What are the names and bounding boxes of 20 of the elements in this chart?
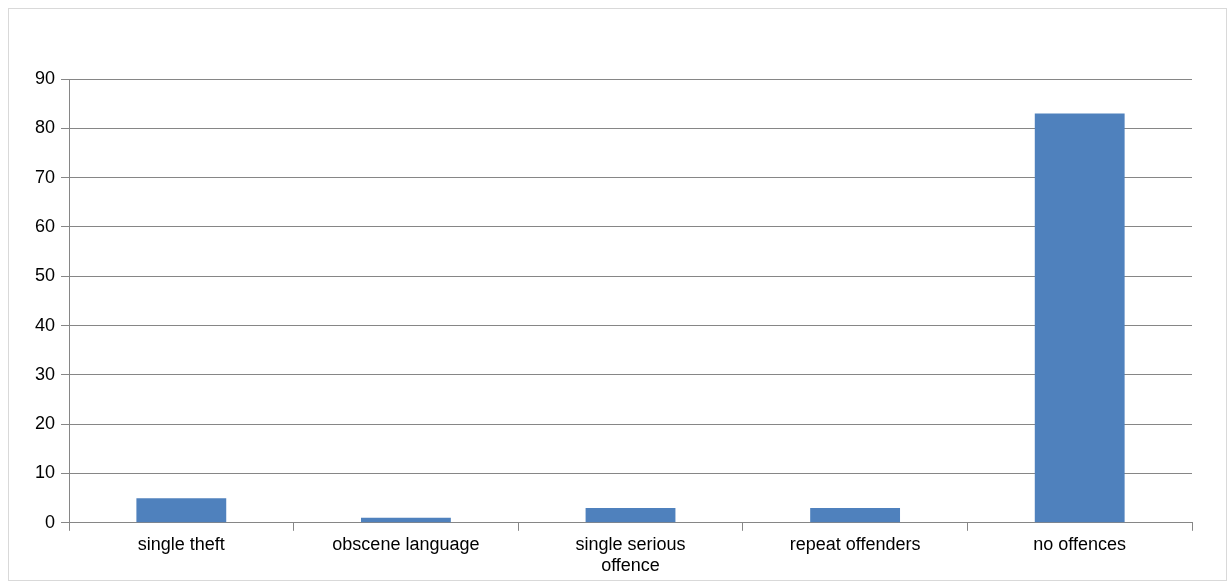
y-tick-label: 10 xyxy=(34,462,56,483)
y-tick-label: 80 xyxy=(34,117,56,138)
x-tick-label: obscene language xyxy=(332,533,480,554)
bar xyxy=(585,508,676,523)
y-tick-label: 60 xyxy=(34,215,56,236)
bar xyxy=(810,508,901,523)
x-tick-label: repeat offenders xyxy=(789,533,921,554)
y-tick-label: 90 xyxy=(34,67,56,88)
bar xyxy=(361,517,451,523)
x-tick-label: no offences xyxy=(1033,533,1127,554)
y-tick-label: 70 xyxy=(34,166,56,187)
x-tick-label: single serious offence xyxy=(575,533,686,576)
bar xyxy=(1034,113,1125,523)
x-tick-label: single theft xyxy=(137,533,225,554)
y-tick-label: 0 xyxy=(45,511,56,532)
y-tick-label: 20 xyxy=(34,413,56,434)
y-tick-label: 50 xyxy=(34,265,56,286)
y-tick-label: 30 xyxy=(34,363,56,384)
y-tick-label: 40 xyxy=(34,314,56,335)
bar xyxy=(136,498,227,523)
